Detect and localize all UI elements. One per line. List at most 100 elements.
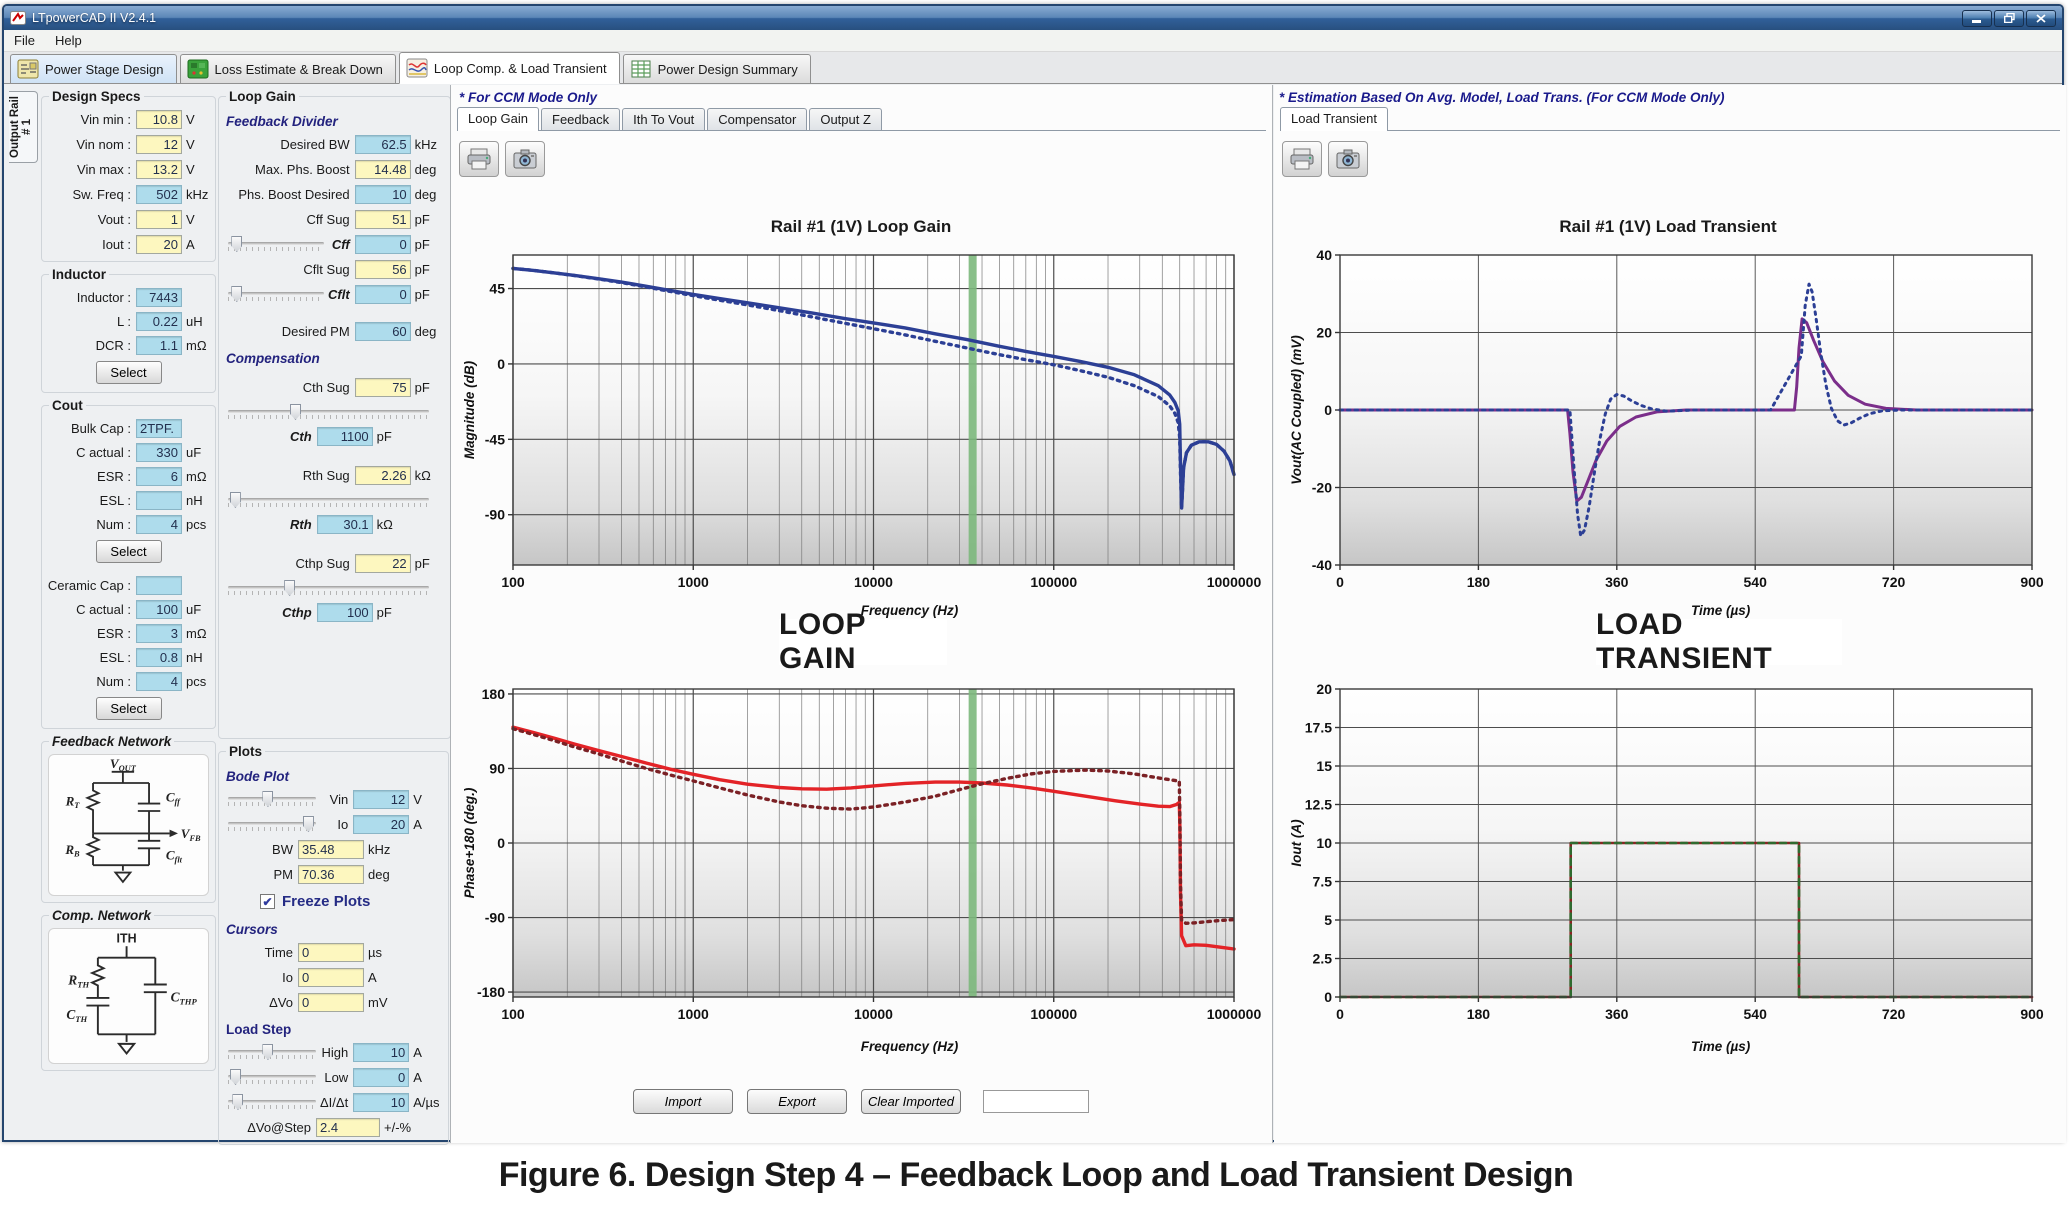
vin-min-value[interactable]: 10.8 xyxy=(136,110,182,129)
cflt-value[interactable]: 0 xyxy=(354,285,411,304)
time-value[interactable]: 0 xyxy=(298,943,364,962)
select-button[interactable]: Select xyxy=(95,540,162,563)
pm-value[interactable]: 70.36 xyxy=(298,865,364,884)
vin-max-value[interactable]: 13.2 xyxy=(136,160,182,179)
cthp-value[interactable]: 100 xyxy=(316,603,373,622)
cthp-sug-value[interactable]: 22 xyxy=(354,554,411,573)
ceramic-cap-value[interactable] xyxy=(136,575,182,595)
cflt-sug-value[interactable]: 56 xyxy=(354,260,411,279)
tab-loss-estimate[interactable]: Loss Estimate & Break Down xyxy=(179,54,396,83)
center-camera-button[interactable] xyxy=(505,141,545,177)
i-t-value[interactable]: 10 xyxy=(353,1093,410,1112)
comp-slider[interactable] xyxy=(226,492,431,508)
high-slider-thumb[interactable] xyxy=(262,1044,274,1060)
io-slider-thumb[interactable] xyxy=(302,816,314,832)
bulk-cap-value[interactable]: 2TPF. xyxy=(136,418,182,438)
rth-sug-value[interactable]: 2.26 xyxy=(354,466,411,485)
clear-imported-button[interactable]: Clear Imported xyxy=(861,1089,961,1114)
comp-slider-thumb[interactable] xyxy=(284,580,296,596)
io-value[interactable]: 0 xyxy=(298,968,364,987)
c-actual-value[interactable]: 330 xyxy=(136,442,182,462)
high-slider[interactable] xyxy=(226,1044,318,1060)
esr-value[interactable]: 6 xyxy=(136,466,182,486)
i-t-slider[interactable] xyxy=(226,1094,318,1110)
vo-value[interactable]: 0 xyxy=(298,993,364,1012)
esl-value[interactable] xyxy=(136,490,182,510)
bw-value[interactable]: 35.48 xyxy=(298,840,364,859)
field-unit: µs xyxy=(368,945,382,960)
close-button[interactable] xyxy=(2026,9,2056,27)
output-rail-tab[interactable]: Output Rail # 1 xyxy=(9,91,38,163)
high-value[interactable]: 10 xyxy=(353,1043,410,1062)
cth-value[interactable]: 1100 xyxy=(316,427,373,446)
low-value[interactable]: 0 xyxy=(353,1068,410,1087)
low-slider-thumb[interactable] xyxy=(230,1069,242,1085)
right-camera-button[interactable] xyxy=(1328,141,1368,177)
cflt-slider[interactable] xyxy=(226,286,326,302)
subtab-ith-to-vout[interactable]: Ith To Vout xyxy=(622,108,706,130)
inductor-value[interactable]: 7443 xyxy=(136,287,182,307)
max-phs-boost-value[interactable]: 14.48 xyxy=(354,160,411,179)
tab-loop-comp[interactable]: Loop Comp. & Load Transient xyxy=(398,52,620,84)
vin-nom-value[interactable]: 12 xyxy=(136,135,182,154)
subtab-loop-gain[interactable]: Loop Gain xyxy=(457,107,539,131)
cth-sug-value[interactable]: 75 xyxy=(354,378,411,397)
subtab-compensator[interactable]: Compensator xyxy=(707,108,808,130)
subtab-load-transient[interactable]: Load Transient xyxy=(1280,107,1389,131)
rth-value[interactable]: 30.1 xyxy=(316,515,373,534)
num-value[interactable]: 4 xyxy=(136,514,182,534)
export-button[interactable]: Export xyxy=(747,1089,847,1114)
io-value[interactable]: 20 xyxy=(353,815,410,834)
import-button[interactable]: Import xyxy=(633,1089,733,1114)
cff-value[interactable]: 0 xyxy=(354,235,411,254)
comp-slider[interactable] xyxy=(226,404,431,420)
vout-value[interactable]: 1 xyxy=(136,210,182,229)
vin-slider-thumb[interactable] xyxy=(262,791,274,807)
l-value[interactable]: 0.22 xyxy=(136,311,182,331)
cff-sug-value[interactable]: 51 xyxy=(354,210,411,229)
cff-slider[interactable] xyxy=(226,236,326,252)
comp-slider[interactable] xyxy=(226,580,431,596)
imported-file-field[interactable] xyxy=(983,1090,1089,1113)
cff-slider-thumb[interactable] xyxy=(231,236,243,252)
freeze-plots-checkbox[interactable]: ✔ xyxy=(260,893,275,909)
vo-step-value[interactable]: 2.4 xyxy=(316,1118,380,1137)
comp-slider-thumb[interactable] xyxy=(290,404,302,420)
restore-button[interactable] xyxy=(1994,9,2024,27)
right-printer-button[interactable] xyxy=(1282,141,1322,177)
vin-value[interactable]: 12 xyxy=(353,790,410,809)
dcr-value[interactable]: 1.1 xyxy=(136,335,182,355)
desired-bw-value[interactable]: 62.5 xyxy=(354,135,411,154)
load-transient-vout-chart[interactable]: 40 20 0 -20 -40 0 180 360 540 720 900 Vout(AC Coupl… xyxy=(1288,243,2058,621)
tab-power-design-summary[interactable]: Power Design Summary xyxy=(622,54,811,83)
i-t-slider-thumb[interactable] xyxy=(232,1094,244,1110)
esr-value[interactable]: 3 xyxy=(136,623,182,643)
desired-pm-value[interactable]: 60 xyxy=(354,322,411,341)
sw-freq-value[interactable]: 502 xyxy=(136,185,182,204)
esl-value[interactable]: 0.8 xyxy=(136,647,182,667)
vin-slider[interactable] xyxy=(226,791,318,807)
comp-slider-thumb[interactable] xyxy=(229,492,241,508)
select-button[interactable]: Select xyxy=(95,697,162,720)
c-actual-value[interactable]: 100 xyxy=(136,599,182,619)
low-slider[interactable] xyxy=(226,1069,318,1085)
menu-file[interactable]: File xyxy=(14,33,35,48)
io-slider[interactable] xyxy=(226,816,318,832)
cflt-slider-thumb[interactable] xyxy=(231,286,243,302)
tab-label: Loop Comp. & Load Transient xyxy=(433,60,607,76)
select-button[interactable]: Select xyxy=(95,361,162,384)
num-value[interactable]: 4 xyxy=(136,671,182,691)
phs-boost-desired-value[interactable]: 10 xyxy=(354,185,411,204)
subtab-feedback[interactable]: Feedback xyxy=(541,108,621,130)
iout-value[interactable]: 20 xyxy=(136,235,182,254)
field-unit: mΩ xyxy=(186,468,207,484)
loop-gain-magnitude-chart[interactable]: 45 0 -45 -90 100 1000 10000 100000 1000000 Magnit… xyxy=(461,243,1261,621)
minimize-button[interactable] xyxy=(1962,9,1992,27)
subtab-output-z[interactable]: Output Z xyxy=(809,108,882,130)
field-label: Cthp Sug xyxy=(295,556,350,571)
load-transient-iout-chart[interactable]: 20 17.5 15 12.5 10 7.5 5 2.5 0 0 180 360 540 720 900 Io… xyxy=(1288,675,2058,1057)
menu-help[interactable]: Help xyxy=(54,33,82,48)
tab-power-stage-design[interactable]: Power Stage Design xyxy=(10,54,177,83)
center-printer-button[interactable] xyxy=(459,141,499,177)
loop-gain-phase-chart[interactable]: 180 90 0 -90 -180 100 1000 10000 100000 1000000 Ph… xyxy=(461,675,1261,1057)
